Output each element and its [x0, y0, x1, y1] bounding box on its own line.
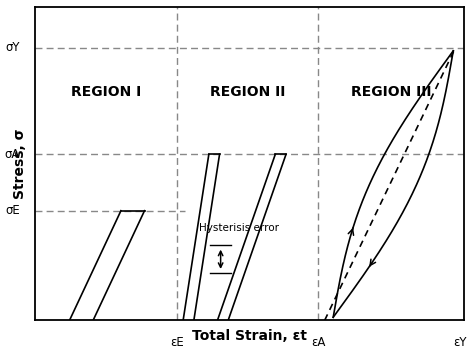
Text: REGION II: REGION II [210, 85, 285, 98]
Text: REGION III: REGION III [351, 85, 431, 98]
Text: Hysterisis error: Hysterisis error [199, 223, 279, 233]
Text: εE: εE [170, 336, 183, 349]
Y-axis label: Stress, σ: Stress, σ [13, 129, 27, 199]
Text: εY: εY [453, 336, 466, 349]
X-axis label: Total Strain, εt: Total Strain, εt [192, 329, 307, 343]
Text: σY: σY [6, 41, 20, 54]
Text: REGION I: REGION I [71, 85, 141, 98]
Text: σA: σA [5, 148, 20, 161]
Text: σE: σE [5, 204, 20, 217]
Text: εA: εA [311, 336, 325, 349]
